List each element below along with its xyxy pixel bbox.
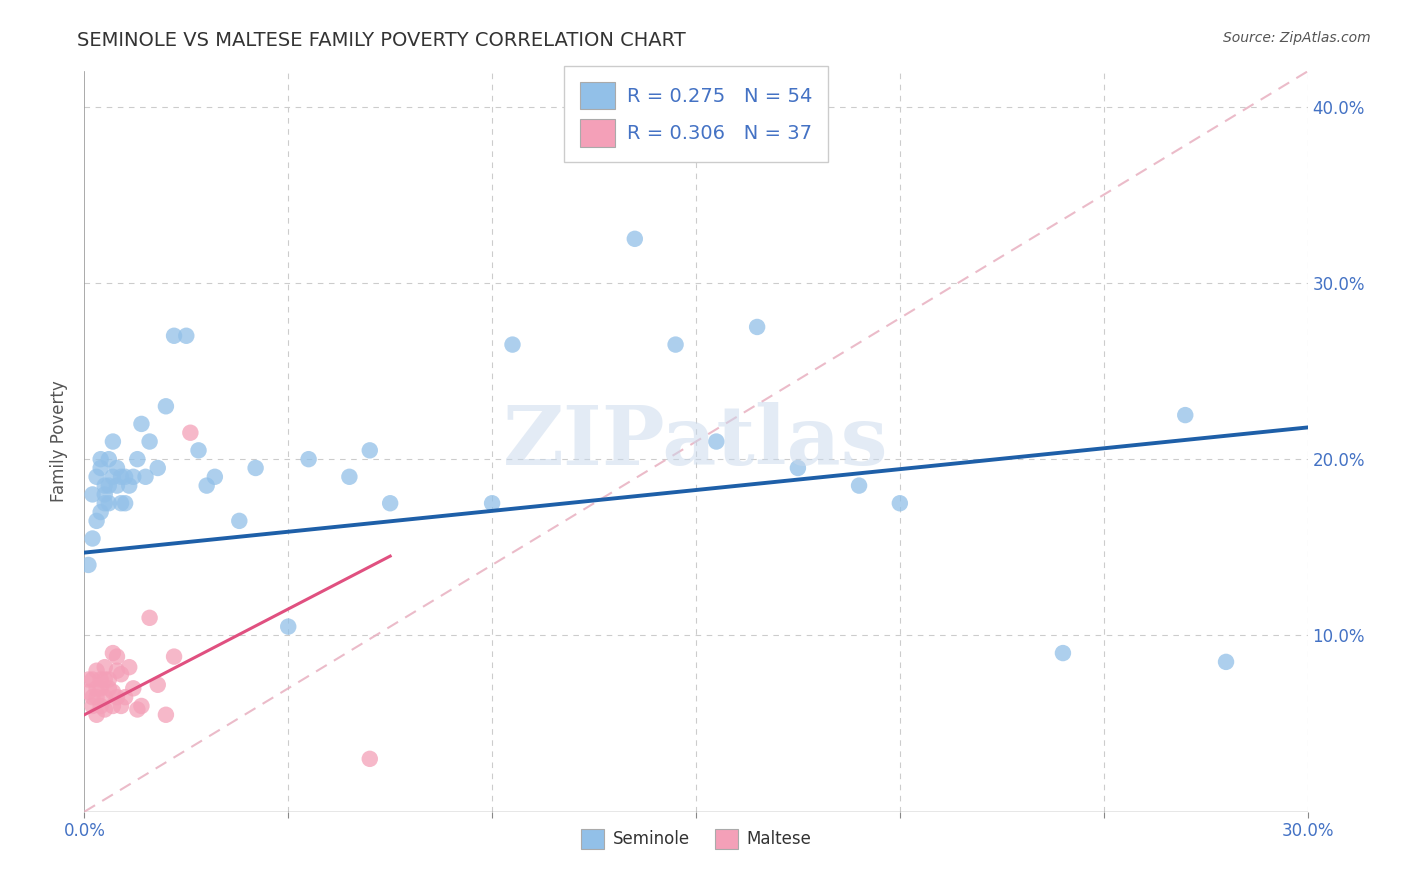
Point <box>110 470 132 484</box>
Text: Source: ZipAtlas.com: Source: ZipAtlas.com <box>1223 31 1371 45</box>
Legend: Seminole, Maltese: Seminole, Maltese <box>574 822 818 855</box>
Point <box>86 690 108 705</box>
Point <box>97 673 120 687</box>
Point <box>90 461 112 475</box>
Point <box>131 698 153 713</box>
Point <box>1215 655 1237 669</box>
Point <box>118 478 141 492</box>
Text: SEMINOLE VS MALTESE FAMILY POVERTY CORRELATION CHART: SEMINOLE VS MALTESE FAMILY POVERTY CORRE… <box>77 31 686 50</box>
Point <box>105 478 128 492</box>
Point <box>101 698 124 713</box>
Point <box>204 470 226 484</box>
Point <box>105 461 128 475</box>
Point <box>665 337 688 351</box>
Point <box>97 681 120 696</box>
Point <box>93 702 115 716</box>
Y-axis label: Family Poverty: Family Poverty <box>51 381 69 502</box>
Point <box>277 619 299 633</box>
Point <box>359 752 381 766</box>
Point <box>97 452 120 467</box>
Point <box>138 434 160 449</box>
Point <box>122 681 145 696</box>
Point <box>502 337 524 351</box>
Point <box>93 496 115 510</box>
Point <box>155 399 177 413</box>
Point <box>90 673 112 687</box>
Point <box>787 461 810 475</box>
Point <box>105 649 128 664</box>
Point <box>90 505 112 519</box>
Point <box>97 496 120 510</box>
Point <box>101 646 124 660</box>
Point <box>889 496 911 510</box>
Point <box>359 443 381 458</box>
Point <box>90 452 112 467</box>
Point <box>155 707 177 722</box>
Point <box>339 470 361 484</box>
Point <box>187 443 209 458</box>
Point <box>122 470 145 484</box>
Point <box>118 660 141 674</box>
Point <box>101 685 124 699</box>
Point <box>93 660 115 674</box>
Point <box>163 649 186 664</box>
Point <box>127 452 149 467</box>
Point <box>146 461 169 475</box>
Point <box>93 673 115 687</box>
Point <box>298 452 321 467</box>
Point <box>93 478 115 492</box>
Text: ZIPatlas: ZIPatlas <box>503 401 889 482</box>
Point <box>82 487 104 501</box>
Point <box>114 496 136 510</box>
Point <box>77 673 100 687</box>
Point <box>77 558 100 572</box>
Point <box>82 532 104 546</box>
Point <box>131 417 153 431</box>
Point <box>77 685 100 699</box>
Point <box>86 514 108 528</box>
Point <box>747 320 769 334</box>
Point <box>101 434 124 449</box>
Point <box>624 232 647 246</box>
Point <box>110 496 132 510</box>
Point <box>97 478 120 492</box>
Point <box>706 434 728 449</box>
Point <box>1174 408 1197 422</box>
Point <box>1052 646 1074 660</box>
Point <box>174 328 197 343</box>
Point <box>380 496 402 510</box>
Point <box>105 690 128 705</box>
Point <box>82 698 104 713</box>
Point <box>481 496 503 510</box>
Point <box>163 328 186 343</box>
Point <box>245 461 267 475</box>
Point <box>138 611 160 625</box>
Point <box>848 478 870 492</box>
Point <box>93 690 115 705</box>
Point <box>114 470 136 484</box>
Point <box>90 698 112 713</box>
Point <box>105 664 128 678</box>
Point <box>114 690 136 705</box>
Point <box>135 470 157 484</box>
Point <box>86 681 108 696</box>
Point <box>228 514 250 528</box>
Point <box>86 664 108 678</box>
Point <box>101 470 124 484</box>
Point <box>82 673 104 687</box>
Point <box>127 702 149 716</box>
Point <box>86 470 108 484</box>
Point <box>195 478 218 492</box>
Point <box>179 425 201 440</box>
Point <box>82 690 104 705</box>
Point <box>90 681 112 696</box>
Point <box>93 487 115 501</box>
Point <box>86 707 108 722</box>
Point <box>146 678 169 692</box>
Point <box>110 667 132 681</box>
Point <box>110 698 132 713</box>
